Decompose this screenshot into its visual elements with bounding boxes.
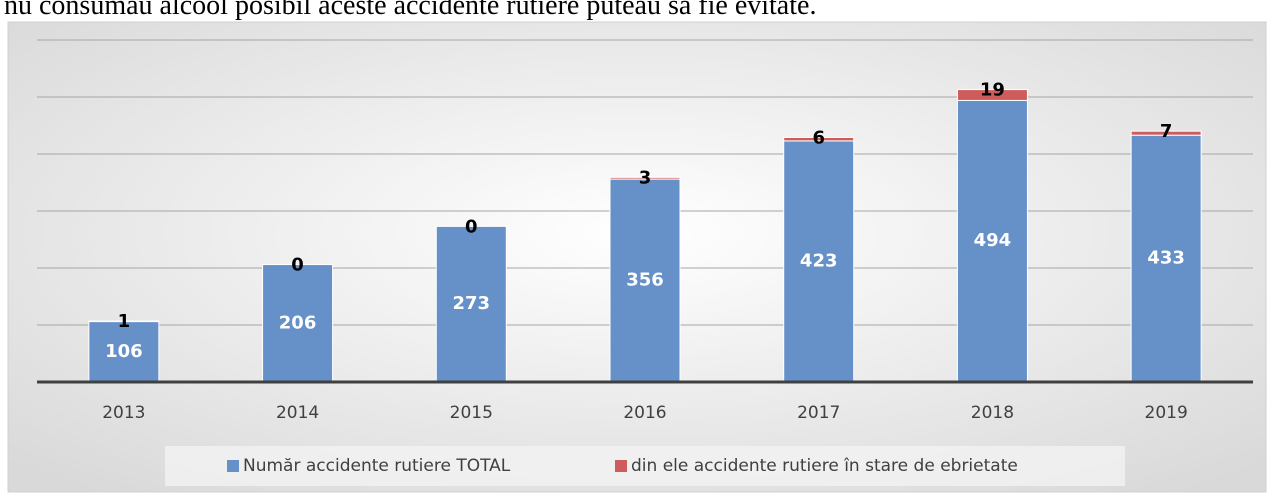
x-tick-label: 2017 <box>797 403 840 423</box>
bar-segment <box>435 225 507 383</box>
bar-segment <box>262 264 334 383</box>
data-label: 0 <box>291 255 304 276</box>
bar-segment <box>609 176 681 180</box>
data-label: 273 <box>452 293 490 314</box>
legend-swatch <box>615 460 627 472</box>
data-label: 206 <box>279 312 317 333</box>
legend-label: Număr accidente rutiere TOTAL <box>243 456 511 476</box>
data-label: 6 <box>812 127 825 148</box>
x-tick-label: 2015 <box>450 403 493 423</box>
data-label: 7 <box>1160 121 1173 142</box>
data-label: 106 <box>105 341 143 362</box>
bar-segment <box>1130 134 1202 383</box>
data-label: 423 <box>800 250 838 271</box>
x-tick-label: 2016 <box>623 403 666 423</box>
bar-segment <box>956 89 1028 101</box>
bar-segment <box>88 320 160 323</box>
data-label: 356 <box>626 270 664 291</box>
data-label: 494 <box>974 230 1012 251</box>
x-tick-label: 2014 <box>276 403 319 423</box>
bar-segment <box>609 178 681 383</box>
x-tick-label: 2018 <box>971 403 1014 423</box>
data-label: 1 <box>118 311 131 332</box>
legend-box <box>165 446 1125 486</box>
context-text: nu consumau alcool posibil aceste accide… <box>4 0 816 21</box>
bar-segment <box>1130 130 1202 136</box>
bar-segment <box>783 136 855 142</box>
data-label: 3 <box>639 167 652 188</box>
bar-segment <box>956 99 1028 383</box>
data-label: 19 <box>980 80 1005 101</box>
legend-swatch <box>227 460 239 472</box>
legend-label: din ele accidente rutiere în stare de eb… <box>631 456 1018 476</box>
data-label: 433 <box>1147 248 1185 269</box>
data-label: 0 <box>465 216 478 237</box>
x-tick-label: 2013 <box>102 403 145 423</box>
x-tick-label: 2019 <box>1145 403 1188 423</box>
